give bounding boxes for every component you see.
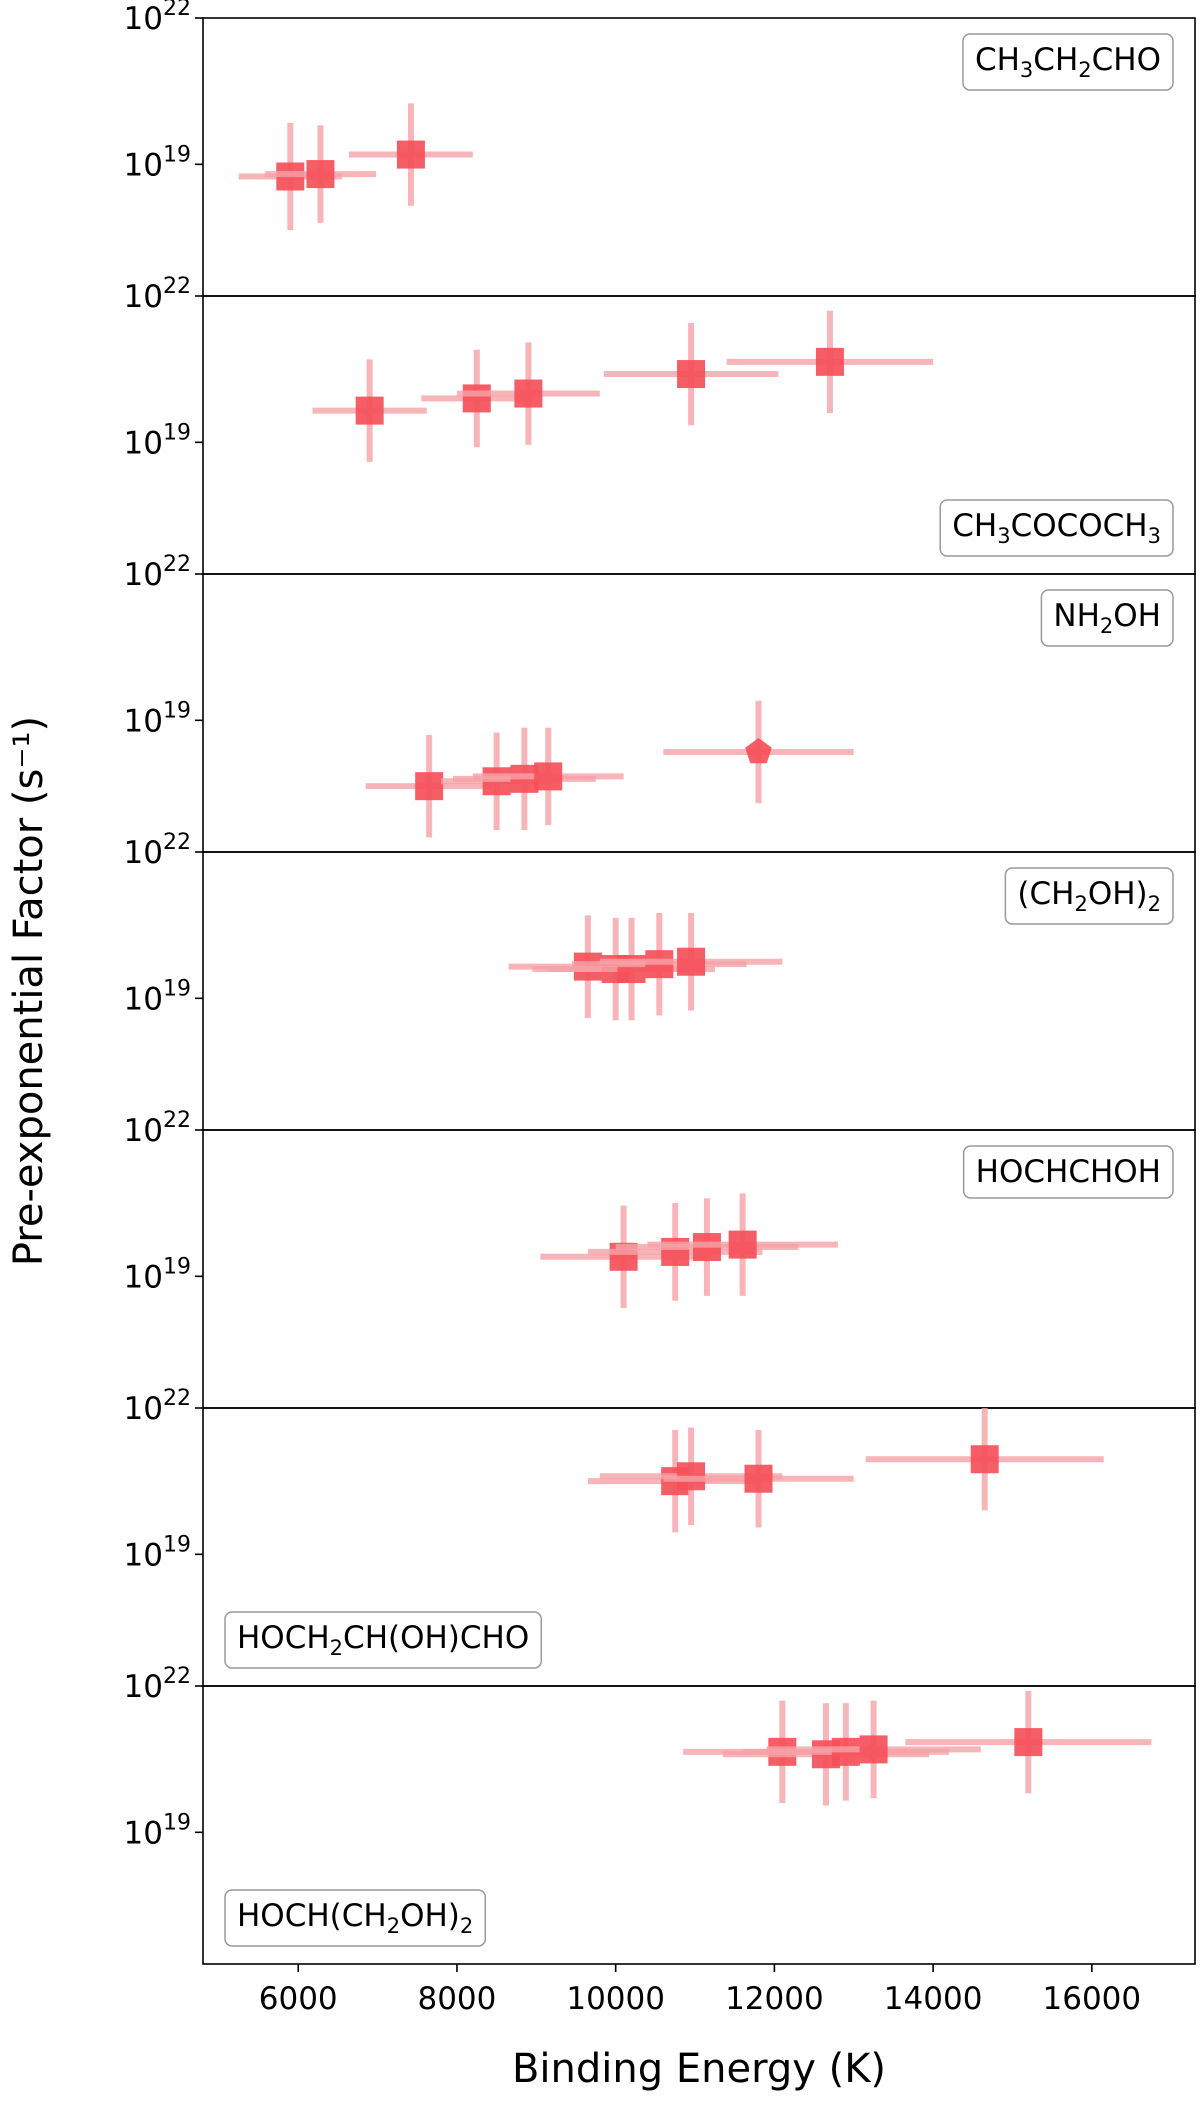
- data-point: [349, 103, 473, 206]
- data-point: [663, 1429, 854, 1528]
- y-tick-label: 1019: [124, 976, 191, 1017]
- square-marker: [1014, 1728, 1043, 1757]
- data-point: [905, 1690, 1152, 1794]
- panel: 1019 1022 HOCHCHOH: [124, 1108, 1196, 1409]
- square-marker: [534, 762, 563, 791]
- panel: 1019 1022 CH3​COCOCH3​: [124, 274, 1196, 575]
- square-marker: [355, 396, 384, 425]
- panel-label: NH2​OH: [1053, 598, 1161, 638]
- y-tick-label: 1022: [124, 274, 191, 315]
- y-tick-label: 1019: [124, 698, 191, 739]
- panel-label-frame: [224, 1611, 543, 1669]
- panel-label: CH3​COCOCH3​: [952, 508, 1161, 548]
- square-marker: [677, 947, 706, 976]
- data-point: [312, 359, 427, 462]
- panel-label-frame: [1040, 589, 1174, 647]
- x-tick-label: 6000: [259, 1981, 338, 2017]
- panel: 1019 1022 (CH2​OH)2​: [124, 830, 1196, 1131]
- x-tick-label: 12000: [725, 1981, 824, 2017]
- y-tick-label: 1022: [124, 552, 191, 593]
- y-tick-label: 1019: [124, 420, 191, 461]
- y-tick-label: 1022: [124, 1108, 191, 1149]
- panel-label-box: HOCH2​CH(OH)CHO: [224, 1611, 543, 1669]
- x-axis: 6000 8000 10000 12000 14000 16000: [259, 1964, 1141, 2017]
- panel: 1019 1022 HOCH(CH2​OH)2​: [124, 1664, 1196, 1965]
- pentagon-marker: [745, 738, 772, 764]
- x-axis-label: Binding Energy (K): [512, 2046, 886, 2092]
- data-point: [456, 342, 600, 445]
- square-marker: [859, 1735, 888, 1764]
- data-point: [421, 349, 533, 448]
- square-marker: [728, 1230, 757, 1259]
- y-tick-label: 1019: [124, 1810, 191, 1851]
- panel-label: CH3​CH2​CHO: [975, 42, 1161, 82]
- square-marker: [396, 140, 425, 169]
- panel-label-box: HOCHCHOH: [962, 1145, 1174, 1199]
- panel: 1019 1022 NH2​OH: [124, 552, 1196, 853]
- panel-label-box: CH3​COCOCH3​: [939, 499, 1174, 557]
- data-point: [865, 1408, 1104, 1511]
- x-tick-label: 8000: [417, 1981, 496, 2017]
- y-tick-label: 1019: [124, 1254, 191, 1295]
- square-marker: [306, 160, 335, 189]
- data-point: [663, 700, 854, 804]
- x-tick-label: 10000: [566, 1981, 665, 2017]
- y-axis-label: Pre-exponential Factor (s⁻¹): [6, 716, 52, 1266]
- square-marker: [677, 360, 706, 389]
- panel-label-frame: [962, 1145, 1174, 1199]
- panel: 1019 1022 HOCH2​CH(OH)CHO: [124, 1386, 1196, 1687]
- square-marker: [514, 379, 543, 408]
- panel-label-frame: [224, 1889, 487, 1947]
- panel: 1019 1022 CH3​CH2​CHO: [124, 0, 1196, 297]
- x-tick-label: 16000: [1043, 1981, 1142, 2017]
- panel-label-box: NH2​OH: [1040, 589, 1174, 647]
- y-tick-label: 1022: [124, 1664, 191, 1705]
- data-point: [603, 322, 779, 426]
- panel-label-frame: [962, 33, 1174, 91]
- panels-layer: 10191022CH3​CH2​CHO10191022CH3​COCOCH3​1…: [124, 0, 1196, 1965]
- square-marker: [744, 1464, 773, 1493]
- panel-label-box: CH3​CH2​CHO: [962, 33, 1174, 91]
- data-point: [726, 310, 934, 414]
- data-point: [766, 1700, 981, 1799]
- data-point: [647, 1193, 838, 1296]
- data-point: [472, 727, 624, 826]
- data-point: [264, 125, 377, 223]
- panel-label: HOCH2​CH(OH)CHO: [237, 1620, 529, 1660]
- y-tick-label: 1022: [124, 0, 191, 37]
- data-point: [599, 912, 783, 1011]
- square-marker: [462, 384, 491, 413]
- panel-frame: [202, 1685, 1196, 1965]
- panel-label: (CH2​OH)2​: [1017, 876, 1161, 916]
- panel-label-box: HOCH(CH2​OH)2​: [224, 1889, 487, 1947]
- data-point: [365, 734, 493, 838]
- y-tick-label: 1022: [124, 1386, 191, 1427]
- square-marker: [815, 347, 844, 376]
- y-tick-label: 1022: [124, 830, 191, 871]
- panel-label-frame: [939, 499, 1174, 557]
- y-tick-label: 1019: [124, 1532, 191, 1573]
- x-tick-label: 14000: [884, 1981, 983, 2017]
- square-marker: [415, 772, 444, 801]
- square-marker: [970, 1445, 999, 1474]
- panel-label: HOCHCHOH: [976, 1154, 1161, 1190]
- panel-label: HOCH(CH2​OH)2​: [237, 1898, 473, 1938]
- y-tick-label: 1019: [124, 142, 191, 183]
- panel-label-frame: [1004, 867, 1174, 925]
- panel-label-box: (CH2​OH)2​: [1004, 867, 1174, 925]
